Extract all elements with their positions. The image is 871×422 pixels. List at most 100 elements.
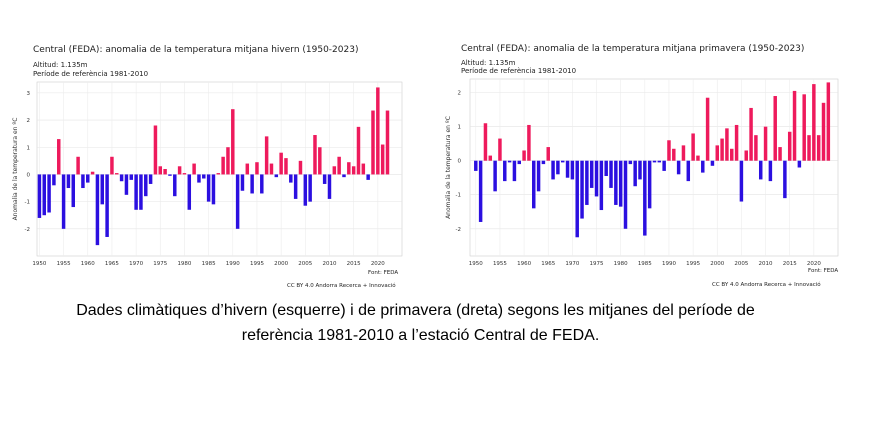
data-bar <box>686 160 691 182</box>
data-bar <box>163 169 167 175</box>
data-bar <box>638 160 642 180</box>
data-bar <box>802 94 806 161</box>
data-bar <box>289 174 293 183</box>
data-bar <box>52 174 56 186</box>
data-bar <box>797 160 802 168</box>
data-bar <box>148 174 153 184</box>
data-bar <box>599 160 604 211</box>
data-bar <box>783 160 787 199</box>
data-bar <box>279 152 283 175</box>
data-bar <box>95 174 100 246</box>
x-tick-label: 2020 <box>807 261 821 267</box>
data-bar <box>628 160 633 165</box>
data-bar <box>245 163 250 175</box>
data-bar <box>575 160 579 238</box>
data-bar <box>826 82 831 161</box>
chart-subtitle-period: Període de referència 1981-2010 <box>33 70 149 78</box>
y-tick-label: -2 <box>456 227 461 233</box>
y-tick-label: 2 <box>27 118 31 124</box>
data-bar <box>705 97 710 161</box>
data-bar <box>139 174 143 210</box>
data-bar <box>691 133 695 161</box>
data-bar <box>821 102 826 161</box>
data-bar <box>618 160 623 207</box>
data-bar <box>105 174 109 237</box>
data-bar <box>787 131 792 161</box>
data-bar <box>158 166 163 175</box>
data-bar <box>647 160 652 209</box>
y-tick-label: 0 <box>458 159 462 165</box>
data-bar <box>758 160 763 180</box>
data-bar <box>474 160 478 171</box>
data-bar <box>715 145 720 161</box>
data-bar <box>512 160 517 182</box>
data-bar <box>589 160 594 188</box>
x-tick-label: 1960 <box>81 261 95 267</box>
data-bar <box>144 174 148 197</box>
y-tick-label: 1 <box>27 145 31 151</box>
data-bar <box>633 160 637 187</box>
x-tick-label: 2020 <box>371 261 385 267</box>
x-tick-label: 1965 <box>105 261 119 267</box>
data-bar <box>177 166 182 175</box>
data-bar <box>681 145 686 161</box>
data-bar <box>235 174 240 229</box>
x-tick-label: 1995 <box>686 261 700 267</box>
data-bar <box>643 160 647 236</box>
data-bar <box>720 138 724 161</box>
data-bar <box>594 160 599 197</box>
data-bar <box>342 174 346 178</box>
data-bar <box>580 160 584 219</box>
chart-license: CC BY 4.0 Andorra Recerca + Innovació <box>287 283 396 289</box>
data-bar <box>269 163 274 175</box>
data-bar <box>221 156 225 175</box>
y-tick-label: 3 <box>27 91 31 97</box>
data-bar <box>376 87 380 175</box>
data-bar <box>570 160 575 180</box>
data-bar <box>197 174 201 183</box>
data-bar <box>202 174 206 179</box>
data-bar <box>710 160 715 166</box>
data-bar <box>57 139 61 175</box>
data-bar <box>351 166 356 175</box>
data-bar <box>662 160 666 171</box>
data-bar <box>100 174 105 205</box>
x-tick-label: 2000 <box>274 261 288 267</box>
data-bar <box>730 148 734 161</box>
data-bar <box>347 162 351 175</box>
data-bar <box>792 90 797 161</box>
chart-title: Central (FEDA): anomalia de la temperatu… <box>461 44 805 54</box>
data-bar <box>255 162 259 175</box>
data-bar <box>356 126 361 175</box>
data-bar <box>478 160 483 222</box>
data-bar <box>652 160 657 163</box>
data-bar <box>206 174 211 202</box>
data-bar <box>298 160 303 175</box>
data-bar <box>119 174 124 182</box>
chart-title: Central (FEDA): anomalia de la temperatu… <box>33 45 359 55</box>
data-bar <box>173 174 177 197</box>
y-tick-label: 2 <box>458 91 462 97</box>
data-bar <box>739 160 744 202</box>
x-tick-label: 1980 <box>614 261 628 267</box>
x-tick-label: 1965 <box>541 261 555 267</box>
data-bar <box>498 138 502 161</box>
chart-subtitle-altitude: Altitud: 1.135m <box>461 59 516 67</box>
x-tick-label: 1950 <box>469 261 483 267</box>
x-tick-label: 1970 <box>565 261 579 267</box>
data-bar <box>361 163 366 175</box>
data-bar <box>541 160 546 165</box>
y-tick-label: -2 <box>25 227 30 233</box>
data-bar <box>667 140 671 161</box>
data-bar <box>61 174 66 229</box>
data-bar <box>284 158 288 175</box>
data-bar <box>763 126 768 161</box>
x-tick-label: 2010 <box>322 261 336 267</box>
data-bar <box>623 160 628 229</box>
data-bar <box>532 160 536 209</box>
data-bar <box>517 160 521 165</box>
x-tick-label: 1985 <box>638 261 652 267</box>
chart-license: CC BY 4.0 Andorra Recerca + Innovació <box>712 282 821 288</box>
y-axis-label: Anomalia de la temperatura en ºC <box>445 116 452 219</box>
caption-line-2: referència 1981-2010 a l’estació Central… <box>241 327 600 344</box>
